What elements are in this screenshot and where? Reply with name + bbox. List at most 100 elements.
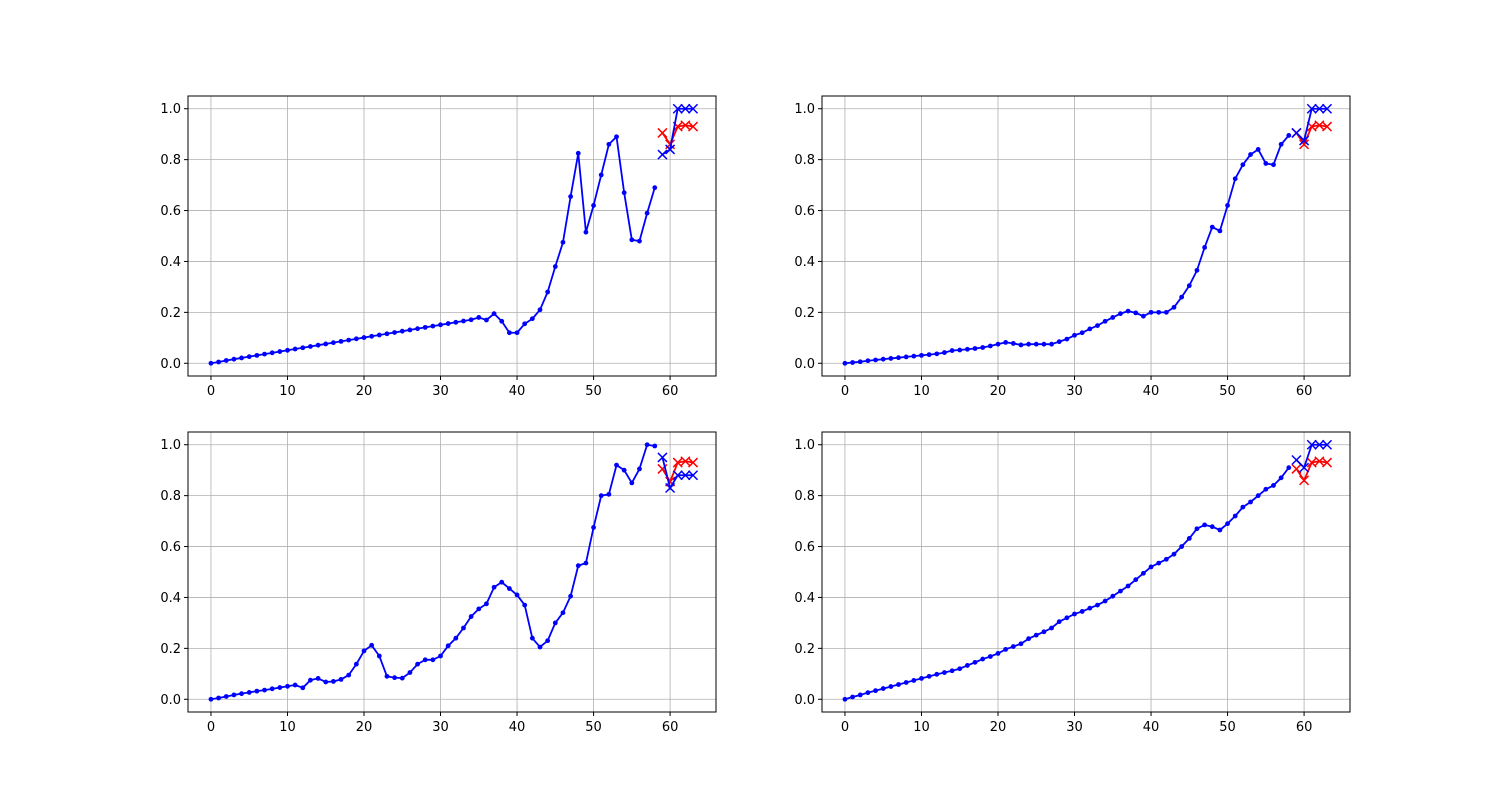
red-series-point — [688, 457, 699, 468]
main-series-point — [1072, 611, 1077, 617]
main-series-point — [1271, 483, 1276, 488]
main-series-point — [1232, 513, 1238, 519]
y-tick-label: 1.0 — [794, 102, 815, 117]
x-tick-label: 60 — [1296, 720, 1313, 735]
main-series-point — [919, 676, 924, 681]
blue-series-point — [1314, 103, 1325, 114]
subplot-3: 0 10 20 30 40 50 60 0.0 0.2 0.4 0.6 0.8 1.0 — [160, 431, 717, 735]
main-series-point — [537, 307, 543, 313]
main-series-point — [972, 659, 978, 665]
main-series-point — [499, 579, 505, 585]
main-series-point — [361, 648, 367, 654]
main-series-point — [369, 333, 375, 339]
main-series-point — [422, 657, 428, 663]
main-series-point — [506, 586, 512, 591]
main-series-point — [1133, 310, 1139, 316]
y-tick-label: 0.4 — [794, 591, 815, 606]
main-series-point — [384, 331, 390, 337]
main-series-point — [1079, 330, 1085, 336]
y-tick-label: 0.8 — [160, 153, 181, 168]
x-tick-label: 40 — [509, 384, 526, 399]
axes-frame — [187, 431, 717, 713]
main-series-point — [1186, 536, 1192, 541]
x-tick-label: 20 — [990, 720, 1007, 735]
main-series-point — [637, 466, 642, 472]
main-series-point — [1018, 641, 1024, 647]
main-series-point — [880, 356, 886, 362]
main-series-point — [1240, 162, 1246, 168]
main-series-point — [330, 679, 336, 684]
main-series-point — [644, 442, 650, 448]
main-series-point — [415, 661, 420, 667]
main-series-point — [430, 657, 436, 663]
main-series-point — [621, 190, 627, 196]
main-series-point — [1140, 570, 1146, 576]
main-series-point — [606, 491, 612, 497]
x-tick-label: 50 — [585, 720, 602, 735]
blue-series-point — [1291, 454, 1302, 466]
main-series-point — [568, 194, 574, 199]
main-series-point — [987, 654, 993, 659]
main-series-point — [1102, 598, 1108, 604]
main-series-point — [1217, 527, 1223, 533]
main-series-point — [445, 321, 451, 326]
red-series-point — [1299, 139, 1310, 150]
main-series-point — [1118, 311, 1123, 317]
main-series-point — [873, 688, 878, 694]
main-series-point — [942, 350, 947, 355]
main-series-point — [1255, 147, 1261, 152]
main-series-point — [896, 682, 901, 687]
main-series-point — [1209, 524, 1215, 530]
main-series-point — [231, 692, 237, 698]
main-series-point — [987, 343, 993, 349]
main-series-point — [964, 663, 970, 668]
main-series-point — [1026, 341, 1032, 347]
main-series-point — [514, 330, 520, 336]
main-series-point — [552, 620, 558, 626]
main-series-point — [949, 348, 955, 353]
blue-series-point — [665, 144, 676, 155]
main-series-point — [1179, 294, 1185, 300]
main-series-point — [346, 672, 352, 678]
y-tick-label: 0.4 — [160, 255, 181, 270]
main-series-point — [575, 150, 581, 156]
main-series-point — [957, 347, 963, 353]
main-series-point — [1179, 544, 1185, 549]
main-series-line — [844, 467, 1290, 701]
main-series-point — [438, 322, 443, 328]
main-series-point — [308, 677, 313, 683]
main-series-point — [277, 349, 283, 354]
main-series-point — [842, 360, 848, 366]
main-series-point — [1240, 504, 1246, 510]
main-series-point — [254, 688, 260, 694]
main-series-point — [300, 345, 306, 351]
main-series-point — [1095, 323, 1100, 328]
main-series-point — [1225, 203, 1230, 208]
main-series-point — [461, 318, 466, 324]
main-series-point — [231, 356, 237, 362]
main-series-point — [239, 691, 244, 697]
main-series-point — [1286, 133, 1292, 138]
x-tick-label: 10 — [913, 384, 930, 399]
main-series-point — [880, 686, 886, 691]
main-series-point — [942, 670, 947, 675]
x-tick-label: 30 — [432, 384, 449, 399]
blue-series-point — [680, 470, 691, 481]
blue-series-line — [1295, 107, 1328, 143]
main-series-point — [552, 264, 558, 269]
main-series-point — [1156, 560, 1162, 566]
main-series-point — [1248, 152, 1253, 157]
x-tick-label: 0 — [207, 720, 215, 735]
main-series-point — [1064, 615, 1070, 621]
main-series-point — [407, 327, 413, 333]
main-series-point — [1003, 646, 1009, 652]
main-series-point — [1148, 309, 1154, 315]
main-series-point — [262, 351, 267, 357]
main-series-point — [629, 237, 635, 243]
y-tick-label: 0.4 — [794, 255, 815, 270]
subplot-1: 0 10 20 30 40 50 60 0.0 0.2 0.4 0.6 0.8 1.0 — [160, 95, 717, 399]
main-series-point — [1271, 162, 1276, 168]
x-tick-label: 20 — [356, 384, 373, 399]
main-series-point — [422, 324, 428, 330]
